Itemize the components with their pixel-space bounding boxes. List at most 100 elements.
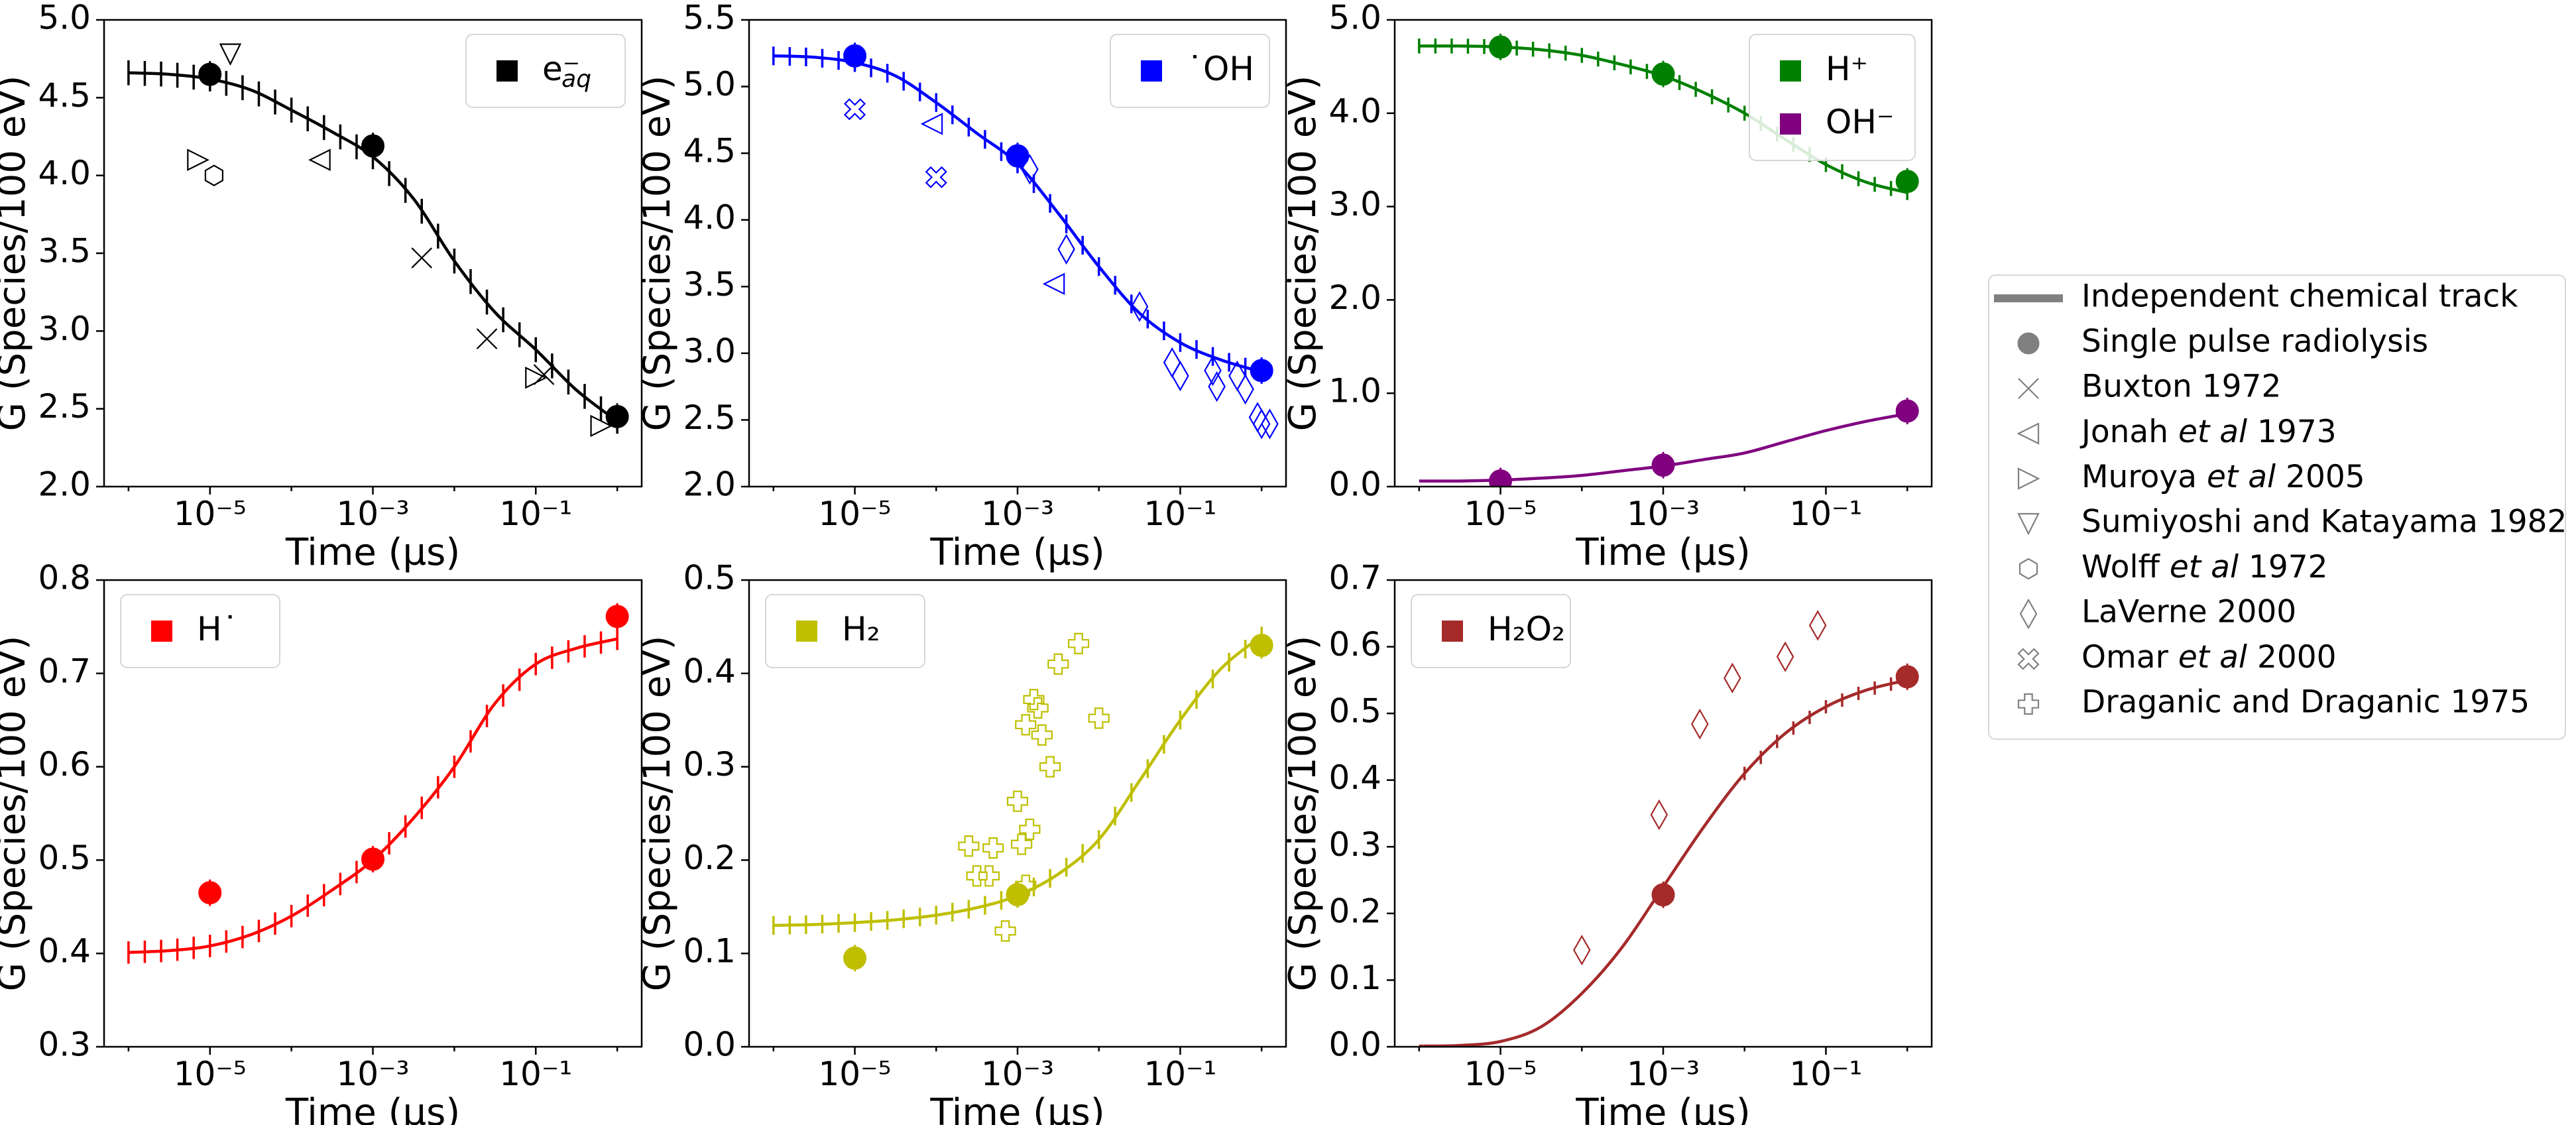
shared-legend: Independent chemical track Single pulse r… (1988, 274, 2567, 740)
pulse-point (1651, 883, 1675, 907)
experimental-point-tri-right (525, 366, 548, 389)
experimental-point-diamond (1208, 371, 1226, 402)
experimental-point-x (476, 328, 498, 349)
plot-area (772, 626, 1273, 972)
legend-marker-tri-right (2017, 467, 2040, 490)
experimental-point-plus (1067, 632, 1090, 654)
experimental-point-xfilled (925, 166, 947, 188)
experimental-point-plus (1015, 714, 1037, 736)
y-tick-label: 2.5 (38, 387, 91, 426)
y-tick-label: 0.7 (38, 652, 91, 690)
experimental-point-plus (1027, 697, 1049, 719)
experimental-point-diamond (1252, 408, 1271, 440)
x-tick-label: 10⁻¹ (1789, 495, 1862, 533)
y-tick-label: 5.0 (38, 0, 91, 37)
y-tick-label: 0.5 (1328, 692, 1381, 731)
legend-swatch (1442, 621, 1463, 642)
y-axis-label: G (Species/100 eV) (1281, 636, 1324, 992)
shared-legend-label: Sumiyoshi and Katayama 1982 (2081, 504, 2567, 540)
y-tick-label: 4.5 (683, 132, 736, 170)
x-tick-label: 10⁻¹ (1143, 495, 1216, 533)
series-line-0 (128, 637, 618, 955)
x-tick-label: 10⁻³ (981, 495, 1054, 533)
y-tick-label: 5.0 (1328, 0, 1381, 37)
legend-marker-hexagon (2019, 558, 2038, 580)
pulse-point (1895, 170, 1919, 194)
panel-legend: H˙ (120, 594, 280, 668)
experimental-point-plus (1006, 790, 1029, 812)
x-tick-label: 10⁻³ (981, 1055, 1054, 1093)
pulse-point (361, 847, 384, 871)
y-tick-label: 3.0 (1328, 185, 1381, 223)
pulse-point (361, 134, 384, 158)
y-tick-label: 0.3 (38, 1026, 91, 1064)
plot-area (127, 603, 629, 964)
legend-marker-tri-left (2017, 422, 2040, 445)
x-tick-label: 10⁻³ (1627, 495, 1700, 533)
shared-legend-label: Omar et al 2000 (2081, 639, 2337, 676)
y-tick-label: 0.5 (38, 839, 91, 877)
pulse-point (1895, 665, 1919, 689)
panel-legend: H⁺ OH⁻ (1749, 34, 1916, 161)
y-tick-label: 2.5 (683, 398, 736, 437)
experimental-point-plus (1031, 724, 1053, 746)
x-tick-label: 10⁻⁵ (819, 495, 892, 533)
chart-panel-1: 2.0 2.5 3.0 3.5 4.0 4.5 5.0 5.5 10⁻⁵ 10⁻³ 10⁻¹ Time… (636, 0, 1287, 574)
pulse-point (1250, 634, 1273, 658)
experimental-point-diamond (1248, 402, 1267, 433)
x-axis-label: Time (µs) (929, 531, 1104, 574)
x-tick-label: 10⁻³ (336, 1055, 409, 1093)
experimental-point-x (533, 364, 555, 385)
chart-panel-4: 0.0 0.1 0.2 0.3 0.4 0.5 10⁻⁵ 10⁻³ 10⁻¹ Time (µs) G… (636, 559, 1287, 1125)
experimental-point-plus (982, 837, 1004, 859)
chart-panel-5: 0.0 0.1 0.2 0.3 0.4 0.5 0.6 0.7 10⁻⁵ 10⁻³ 10⁻¹ Time… (1281, 559, 1933, 1125)
legend-swatch (1780, 113, 1801, 135)
legend-label: H₂O₂ (1488, 610, 1565, 648)
shared-legend-label: Independent chemical track (2081, 278, 2518, 315)
legend-box (465, 34, 626, 108)
y-tick-label: 3.5 (38, 232, 91, 270)
x-tick-label: 10⁻¹ (1789, 1055, 1862, 1093)
experimental-point-diamond (1690, 709, 1709, 740)
y-tick-label: 0.0 (683, 1026, 736, 1064)
experimental-point-plus (994, 920, 1016, 942)
panel-legend: e⁻aq (465, 34, 626, 108)
y-tick-label: 4.0 (1328, 91, 1381, 130)
y-tick-label: 0.6 (1328, 625, 1381, 664)
experimental-point-diamond (1130, 291, 1149, 322)
x-tick-label: 10⁻³ (336, 495, 409, 533)
x-axis-label: Time (µs) (285, 1091, 460, 1125)
experimental-point-plus (1088, 707, 1110, 729)
experimental-point-diamond (1776, 641, 1794, 672)
legend-box (1110, 34, 1270, 108)
y-tick-label: 0.6 (38, 745, 91, 784)
y-axis-label: G (Species/100 eV) (0, 76, 34, 432)
pulse-point (198, 881, 222, 905)
experimental-point-diamond (1057, 233, 1075, 265)
legend-label: H˙ (197, 610, 239, 648)
pulse-point (1006, 144, 1029, 168)
x-axis-label: Time (µs) (285, 531, 460, 574)
y-tick-label: 0.2 (683, 839, 736, 877)
experimental-point-tri-left (1042, 272, 1065, 296)
legend-marker-xfilled (2017, 648, 2040, 670)
x-axis-label: Time (µs) (1575, 531, 1750, 574)
series-line-0 (1419, 678, 1908, 1047)
y-tick-label: 0.4 (1328, 758, 1381, 797)
y-tick-label: 0.3 (683, 745, 736, 784)
shared-legend-label: Single pulse radiolysis (2081, 324, 2428, 360)
experimental-point-diamond (1573, 934, 1591, 966)
x-tick-label: 10⁻³ (1627, 1055, 1700, 1093)
y-tick-label: 4.5 (38, 76, 91, 115)
panel-legend: ˙OH (1110, 34, 1270, 108)
x-tick-label: 10⁻¹ (499, 1055, 572, 1093)
legend-label: OH⁻ (1826, 103, 1894, 141)
experimental-point-tri-down (219, 43, 242, 66)
y-tick-label: 0.8 (38, 559, 91, 597)
pulse-point (1250, 359, 1273, 383)
experimental-point-plus (1047, 653, 1069, 675)
experimental-point-x (411, 247, 433, 268)
pulse-point (605, 404, 629, 428)
y-axis-label: G (Species/100 eV) (0, 636, 34, 992)
pulse-point (1006, 882, 1029, 906)
